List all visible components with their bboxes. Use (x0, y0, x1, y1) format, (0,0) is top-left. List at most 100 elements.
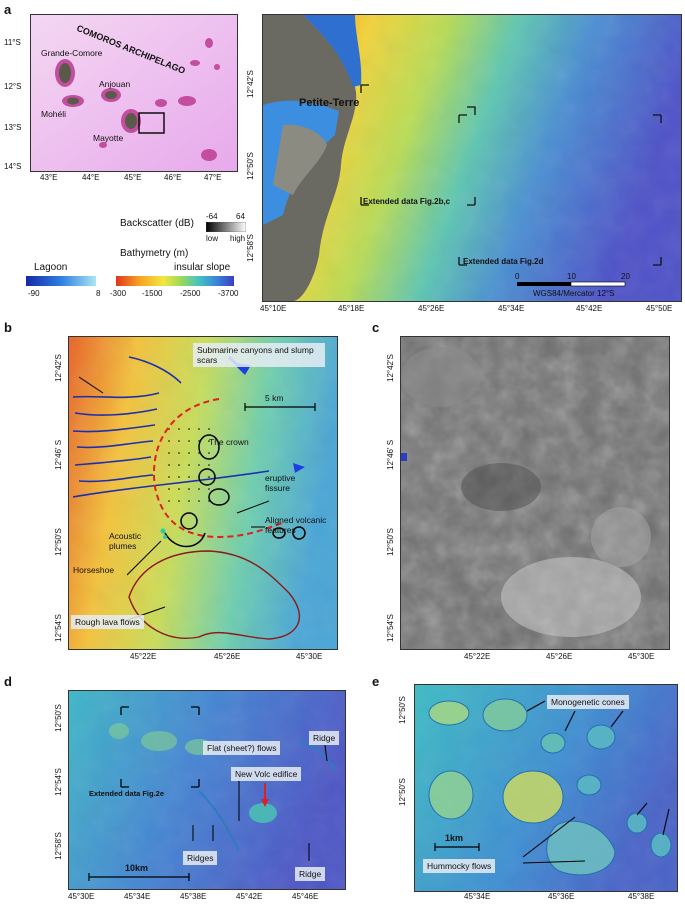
ridge-top-annotation: Ridge (309, 731, 340, 745)
main-lon-tick: 45°34E (498, 304, 525, 313)
b-lon-tick: 45°30E (296, 652, 323, 661)
extended-box-2bc: Extended data Fig.2b,c (363, 197, 451, 206)
petite-terre-bathymetry-map: Petite-Terre Extended data Fig.2b,c Exte… (262, 14, 682, 302)
inset-lat-tick: 13°S (4, 123, 22, 132)
inset-lon-tick: 45°E (124, 173, 142, 182)
main-lon-tick: 45°50E (646, 304, 673, 313)
lava-flows-annotation: Rough lava flows (71, 615, 144, 629)
slope-tick: -1500 (142, 289, 163, 298)
backscatter-high: high (230, 234, 246, 243)
projection-label: WGS84/Mercator 12°S (533, 289, 615, 298)
panel-label-d: d (4, 674, 12, 689)
lagoon-label: Lagoon (34, 262, 68, 273)
slope-tick: -300 (110, 289, 127, 298)
ridges-annotation: Ridges (183, 851, 218, 865)
crown-annotation: The crown (209, 437, 249, 447)
island-label-anjouan: Anjouan (99, 79, 131, 89)
c-lon-tick: 45°22E (464, 652, 491, 661)
inset-lon-tick: 46°E (164, 173, 182, 182)
c-lat-tick: 12°46' S (386, 439, 395, 470)
monogenetic-cones-annotation: Monogenetic cones (547, 695, 629, 709)
inset-lon-tick: 44°E (82, 173, 100, 182)
inset-lon-tick: 43°E (40, 173, 58, 182)
scale-5km-label: 5 km (265, 393, 284, 403)
b-lat-tick: 12°46' S (54, 439, 63, 470)
d-lon-tick: 45°30E (68, 892, 95, 901)
eruption-site-graphic (69, 337, 337, 649)
e-lat-tick: 12°50'S (398, 696, 407, 724)
eruption-site-map: Submarine canyons and slump scars The cr… (68, 336, 338, 650)
inset-lat-tick: 14°S (4, 162, 22, 171)
map-legend: Backscatter (dB) -64 64 low high Bathyme… (20, 190, 250, 300)
inset-lat-tick: 11°S (4, 38, 21, 47)
e-lon-tick: 45°36E (548, 892, 575, 901)
petite-terre-label: Petite-Terre (299, 97, 360, 109)
c-lat-tick: 12°42'S (386, 354, 395, 382)
d-lat-tick: 12°54'S (54, 768, 63, 796)
main-lon-tick: 45°10E (260, 304, 287, 313)
b-lat-tick: 12°50'S (54, 528, 63, 556)
bathymetry-title: Bathymetry (m) (120, 248, 189, 259)
backscatter-graphic (401, 337, 669, 649)
panel-label-c: c (372, 320, 380, 335)
extended-box-2d: Extended data Fig.2d (463, 257, 544, 266)
c-lon-tick: 45°26E (546, 652, 573, 661)
monogenetic-cones-map: Monogenetic cones Hummocky flows 1km (414, 684, 678, 892)
bathymetry-graphic (263, 15, 681, 301)
backscatter-low: low (206, 234, 219, 243)
main-lat-tick: 12°42'S (246, 70, 255, 98)
flat-flows-annotation: Flat (sheet?) flows (203, 741, 281, 755)
main-lon-tick: 45°26E (418, 304, 445, 313)
d-lon-tick: 45°34E (124, 892, 151, 901)
acoustic-plumes-annotation: Acoustic plumes (109, 531, 142, 551)
e-lon-tick: 45°34E (464, 892, 491, 901)
lagoon-colorbar (26, 276, 96, 286)
lagoon-min-tick: -90 (28, 289, 40, 298)
slope-label: insular slope (174, 262, 231, 273)
slope-colorbar (116, 276, 234, 286)
backscatter-title: Backscatter (dB) (120, 218, 194, 229)
backscatter-max: 64 (236, 212, 245, 221)
island-label-moheli: Mohéli (41, 109, 67, 119)
backscatter-min: -64 (206, 212, 218, 221)
d-lat-tick: 12°50'S (54, 704, 63, 732)
scale-tick: 20 (621, 272, 630, 281)
slope-tick: -3700 (218, 289, 239, 298)
main-lon-tick: 45°18E (338, 304, 365, 313)
d-lon-tick: 45°38E (180, 892, 207, 901)
scale-tick: 10 (567, 272, 576, 281)
d-lon-tick: 45°46E (292, 892, 319, 901)
scale-tick: 0 (515, 272, 520, 281)
c-lon-tick: 45°30E (628, 652, 655, 661)
aligned-features-annotation: Aligned volcanic features (265, 515, 327, 535)
new-volcano-map: Flat (sheet?) flows Ridge New Volc edifi… (68, 690, 346, 890)
extended-fig2e-label: Extended data Fig.2e (89, 789, 165, 798)
b-lat-tick: 12°54'S (54, 614, 63, 642)
panel-label-b: b (4, 320, 12, 335)
e-lon-tick: 45°38E (628, 892, 655, 901)
hummocky-flows-annotation: Hummocky flows (423, 859, 496, 873)
panel-label-e: e (372, 674, 380, 689)
c-lat-tick: 12°54'S (386, 614, 395, 642)
fissure-annotation: eruptive fissure (265, 473, 296, 493)
slope-tick: -2500 (180, 289, 201, 298)
main-lat-tick: 12°50'S (246, 152, 255, 180)
main-lon-tick: 45°42E (576, 304, 603, 313)
new-volc-annotation: New Volc edifice (231, 767, 302, 781)
scale-1km-label: 1km (445, 833, 464, 843)
canyons-annotation: Submarine canyons and slump scars (193, 343, 325, 367)
panel-label-a: a (4, 2, 12, 17)
island-label-grande-comore: Grande-Comore (41, 48, 103, 58)
main-lat-tick: 12°58'S (246, 234, 255, 262)
e-lat-tick: 12°50'S (398, 778, 407, 806)
backscatter-colorbar (206, 222, 246, 232)
d-lon-tick: 45°42E (236, 892, 263, 901)
lagoon-max-tick: 8 (96, 289, 101, 298)
d-lat-tick: 12°58'S (54, 832, 63, 860)
inset-lat-tick: 12°S (4, 82, 22, 91)
backscatter-map (400, 336, 670, 650)
scale-10km-label: 10km (125, 863, 149, 873)
horseshoe-annotation: Horseshoe (73, 565, 115, 575)
inset-lon-tick: 47°E (204, 173, 222, 182)
comoros-inset-graphic (31, 15, 237, 171)
